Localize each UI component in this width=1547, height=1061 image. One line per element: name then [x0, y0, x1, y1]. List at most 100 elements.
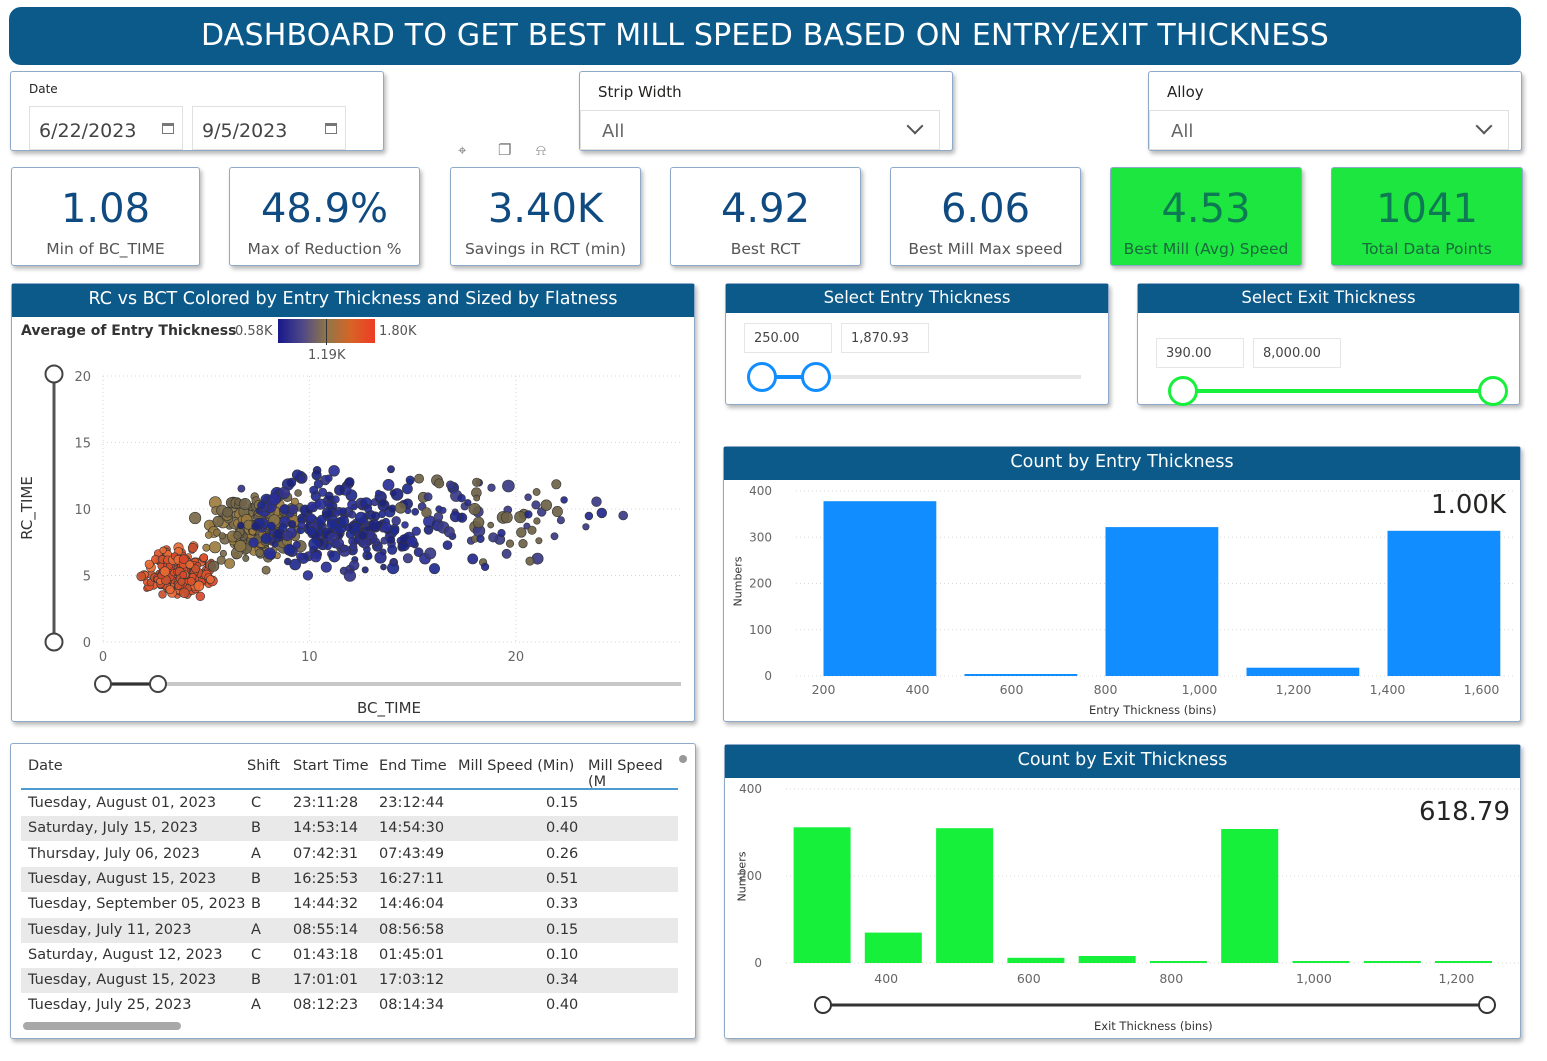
scatter-point	[390, 488, 404, 501]
exit-slider-handle-max[interactable]	[1478, 376, 1508, 406]
scatter-point	[268, 492, 281, 506]
scatter-point	[234, 540, 247, 553]
alloy-dropdown[interactable]: All	[1149, 110, 1509, 150]
calendar-icon[interactable]	[325, 123, 337, 134]
table-row[interactable]: Saturday, August 12, 2023 C 01:43:18 01:45:…	[21, 943, 678, 968]
scatter-point	[514, 511, 527, 524]
scatter-point	[439, 506, 447, 514]
scatter-point	[343, 569, 357, 582]
scatter-point	[251, 521, 261, 531]
table-row[interactable]: Tuesday, September 05, 2023 B 14:44:32 14:4…	[21, 892, 678, 917]
kpi-best-mill-max-speed: 6.06 Best Mill Max speed	[890, 167, 1081, 266]
entry-thickness-slicer: Select Entry Thickness 250.00 1,870.93	[725, 283, 1109, 405]
histogram-bar	[1007, 957, 1065, 963]
scatter-point	[349, 542, 358, 552]
column-header-end-time[interactable]: End Time	[379, 758, 447, 774]
exit-histogram-plot: 0 200 400 400 600 800 1,000 1,200	[739, 782, 1522, 1014]
scatter-points[interactable]	[136, 465, 629, 601]
entry-slider-handle-min[interactable]	[747, 362, 777, 392]
table-row[interactable]: Tuesday, August 15, 2023 B 17:01:01 17:03:1…	[21, 968, 678, 994]
start-date-input[interactable]: 6/22/2023	[29, 106, 183, 150]
scatter-point	[518, 539, 528, 549]
scatter-point	[334, 484, 345, 496]
x-tick-label: 1,200	[1276, 682, 1312, 697]
scatter-point	[331, 495, 340, 504]
scatter-point	[239, 498, 252, 511]
scatter-point	[248, 537, 259, 548]
scatter-point	[289, 558, 302, 571]
scatter-point	[316, 514, 327, 525]
scroll-indicator[interactable]	[679, 755, 687, 763]
scatter-point	[349, 560, 360, 571]
table-row[interactable]: Saturday, July 15, 2023 B 14:53:14 14:54:30…	[21, 816, 678, 842]
table-row[interactable]: Tuesday, August 15, 2023 B 16:25:53 16:27:1…	[21, 866, 678, 892]
scatter-plot: 0 5 10 15 20 0 10 20	[44, 364, 681, 693]
column-header-shift[interactable]: Shift	[247, 758, 280, 774]
y-tick-label: 0	[764, 669, 772, 683]
scatter-point	[500, 511, 513, 524]
cell-date: Tuesday, August 01, 2023	[28, 795, 217, 811]
x-tick-label: 800	[1159, 971, 1183, 986]
scatter-chart-card: RC vs BCT Colored by Entry Thickness and…	[11, 283, 695, 722]
scatter-point	[257, 501, 266, 510]
column-header-mill-speed-min[interactable]: Mill Speed (Min)	[458, 758, 575, 774]
exit-slider-handle-min[interactable]	[1168, 376, 1198, 406]
x-tick-label: 0	[99, 650, 107, 665]
column-header-mill-speed-max[interactable]: Mill Speed (M	[588, 758, 663, 790]
copy-icon[interactable]: ❐	[498, 141, 512, 159]
entry-slider-handle-max[interactable]	[801, 362, 831, 392]
scatter-point	[472, 477, 482, 487]
strip-width-dropdown[interactable]: All	[580, 110, 940, 150]
color-legend-min: 0.58K	[235, 324, 273, 339]
x-range-slider-handle-left	[94, 675, 112, 693]
horizontal-scrollbar[interactable]	[23, 1022, 181, 1030]
column-header-date[interactable]: Date	[28, 758, 63, 774]
column-header-start-time[interactable]: Start Time	[293, 758, 369, 774]
scatter-point	[361, 566, 369, 574]
x-tick-label: 1,000	[1296, 971, 1332, 986]
x-tick-label: 400	[906, 682, 930, 697]
scatter-point	[208, 560, 220, 572]
scatter-point	[278, 522, 288, 532]
end-date-input[interactable]: 9/5/2023	[192, 106, 346, 150]
entry-slider-track	[763, 375, 1081, 379]
scatter-point	[326, 519, 338, 531]
histogram-bar	[823, 501, 937, 676]
exit-histogram-xlabel: Exit Thickness (bins)	[1094, 1019, 1213, 1033]
entry-max-input[interactable]: 1,870.93	[841, 323, 929, 353]
table-row[interactable]: Thursday, July 06, 2023 A 07:42:31 07:43:49…	[21, 842, 678, 867]
entry-min-input[interactable]: 250.00	[744, 323, 832, 353]
cell-shift: B	[251, 820, 261, 837]
cell-shift: A	[251, 997, 261, 1014]
x-tick-label: 200	[812, 682, 836, 697]
table-row[interactable]: Tuesday, July 25, 2023 A 08:12:23 08:14:34 0…	[21, 993, 678, 1018]
table-row[interactable]: Tuesday, July 11, 2023 A 08:55:14 08:56:58 0…	[21, 917, 678, 943]
scatter-point	[277, 486, 291, 500]
bell-icon[interactable]: ⍾	[536, 141, 546, 159]
exit-max-input[interactable]: 8,000.00	[1253, 338, 1341, 368]
scatter-point	[314, 498, 327, 510]
scatter-point	[379, 499, 387, 507]
pin-icon[interactable]: ⌖	[458, 141, 467, 159]
scatter-point	[263, 547, 276, 560]
scatter-point	[338, 515, 350, 527]
scatter-point	[374, 551, 387, 564]
scatter-point	[283, 543, 296, 556]
histogram-bar	[1363, 961, 1421, 963]
exit-min-input[interactable]: 390.00	[1156, 338, 1244, 368]
kpi-value: 48.9%	[260, 186, 389, 232]
cell-end-time: 16:27:11	[379, 870, 445, 887]
scatter-point	[195, 591, 206, 601]
color-legend-mid-marker	[326, 319, 327, 345]
y-tick-label: 0	[83, 636, 91, 651]
scatter-point	[144, 559, 154, 569]
scatter-point	[414, 473, 424, 484]
table-row[interactable]: Tuesday, August 01, 2023 C 23:11:28 23:12:4…	[21, 791, 678, 816]
color-legend-mid: 1.19K	[308, 348, 346, 363]
scatter-point	[206, 575, 215, 584]
scatter-point	[199, 553, 209, 562]
scatter-point	[391, 516, 401, 526]
calendar-icon[interactable]	[162, 123, 174, 134]
cell-end-time: 08:14:34	[379, 997, 445, 1014]
scatter-point	[505, 539, 515, 548]
